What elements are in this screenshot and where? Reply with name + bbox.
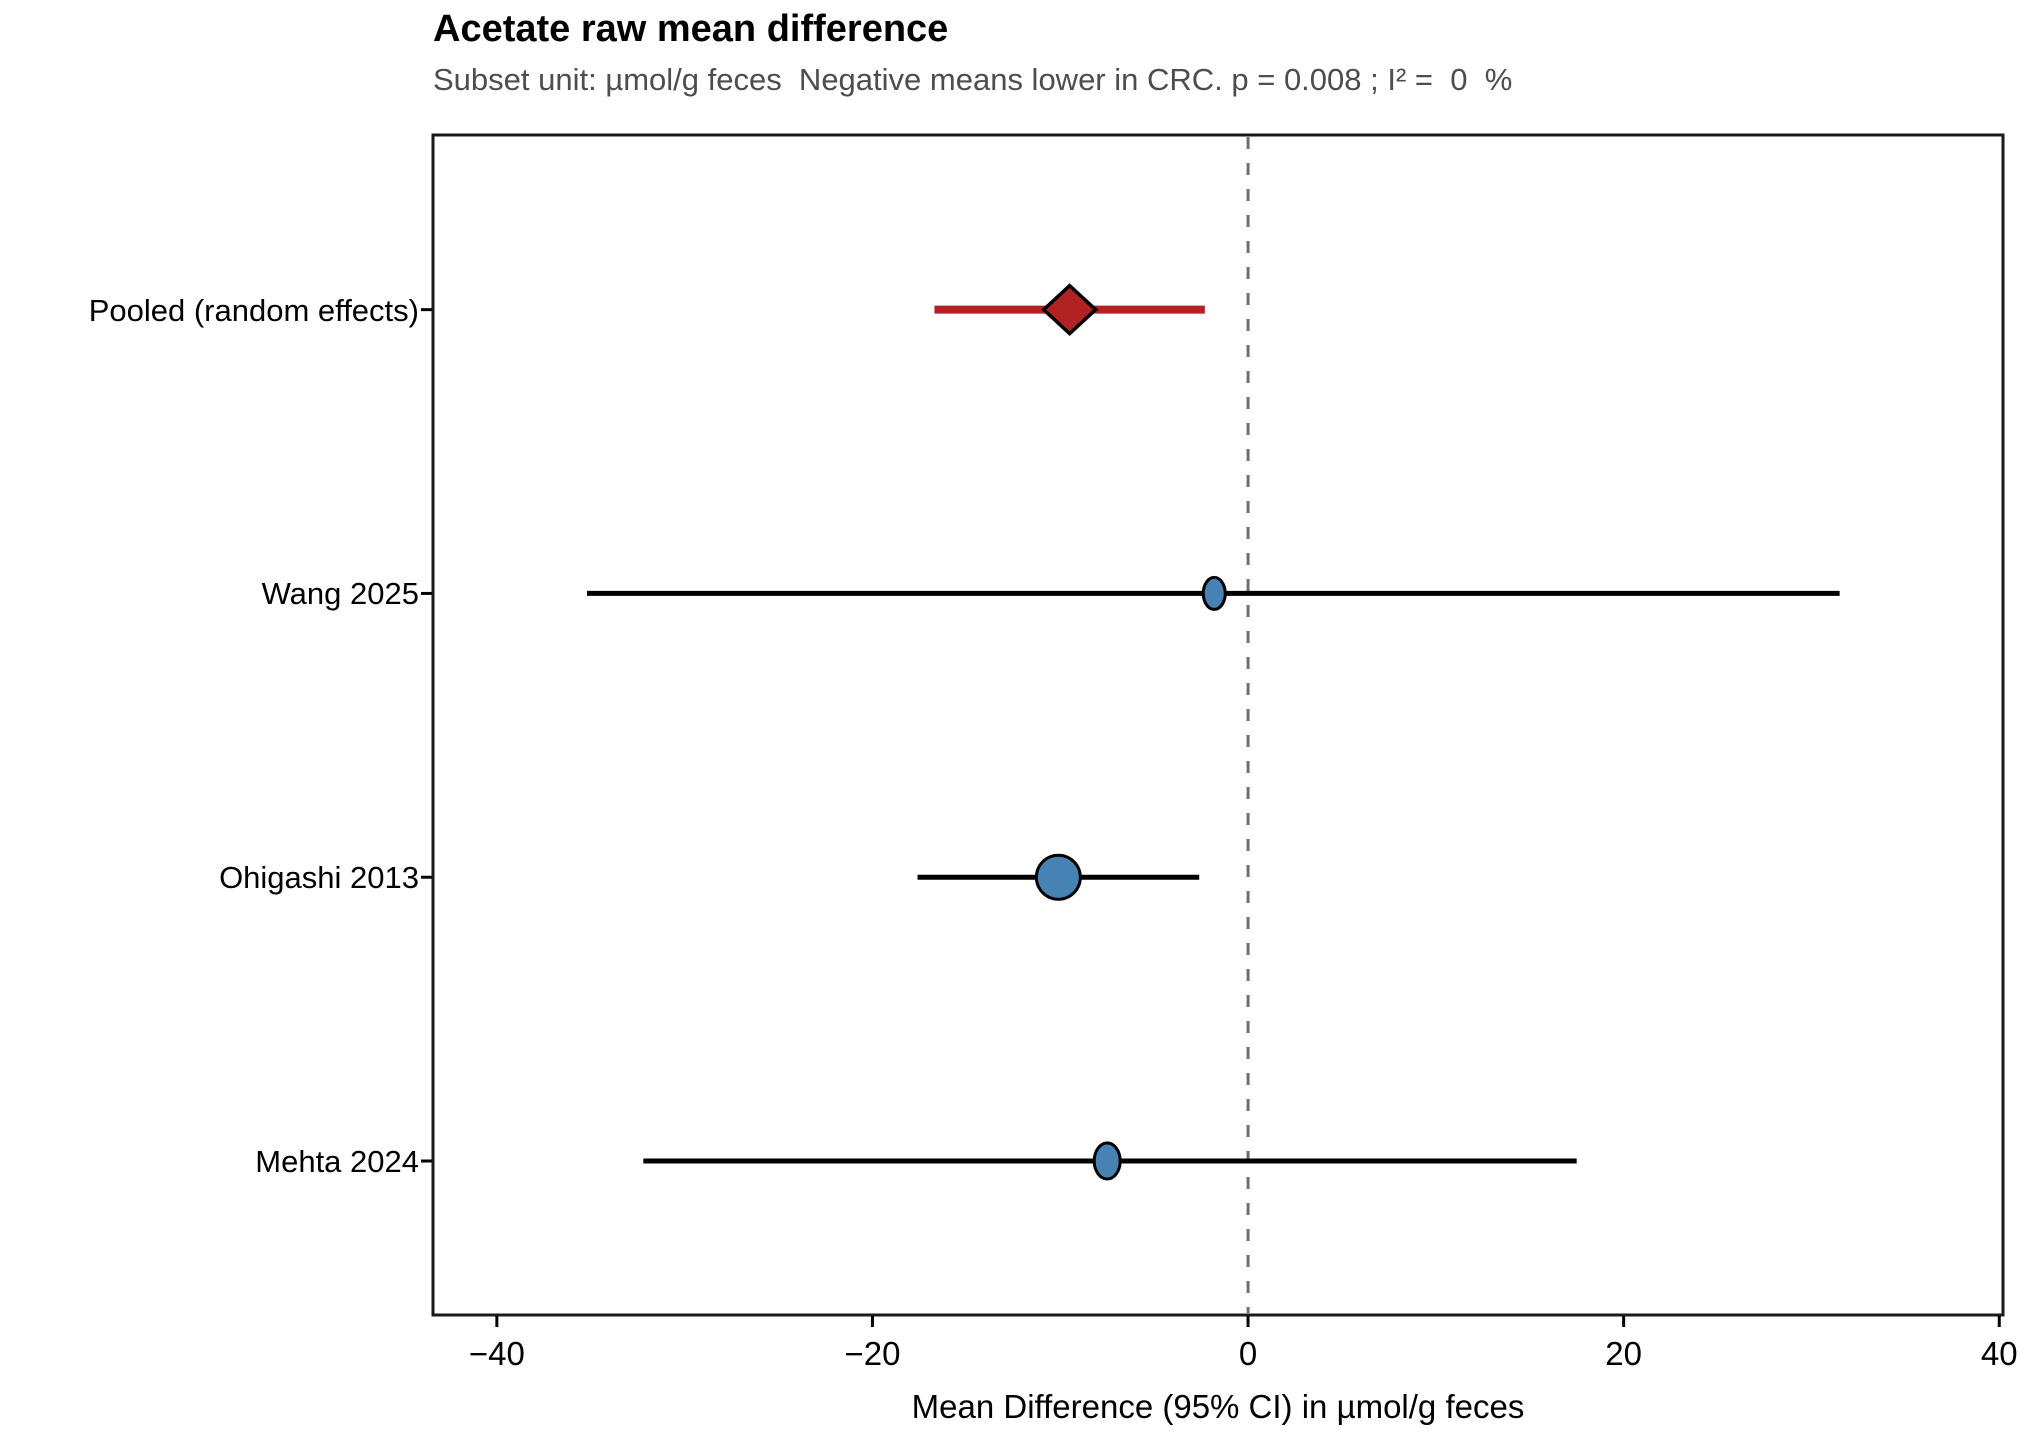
panel-border	[431, 133, 2005, 1317]
x-tick-label: 20	[1605, 1335, 1642, 1372]
study-point-marker	[1034, 853, 1082, 901]
x-axis-title: Mean Difference (95% CI) in µmol/g feces	[911, 1388, 1525, 1425]
x-tick-label: −20	[844, 1335, 901, 1372]
x-tick-label: 40	[1980, 1335, 2018, 1372]
study-point-marker	[1092, 1141, 1122, 1181]
chart-subtitle: Subset unit: µmol/g feces Negative means…	[433, 62, 1513, 97]
y-axis-label: Wang 2025	[261, 576, 419, 612]
pooled-diamond-marker	[1041, 283, 1099, 337]
study-point-marker	[1201, 575, 1227, 611]
x-tick-label: −40	[468, 1335, 525, 1372]
y-axis-label: Mehta 2024	[255, 1144, 419, 1179]
chart-title: Acetate raw mean difference	[433, 8, 949, 50]
y-axis-label: Pooled (random effects)	[88, 292, 419, 328]
x-tick-label: 0	[1238, 1335, 1258, 1372]
y-axis-label: Ohigashi 2013	[219, 860, 419, 896]
